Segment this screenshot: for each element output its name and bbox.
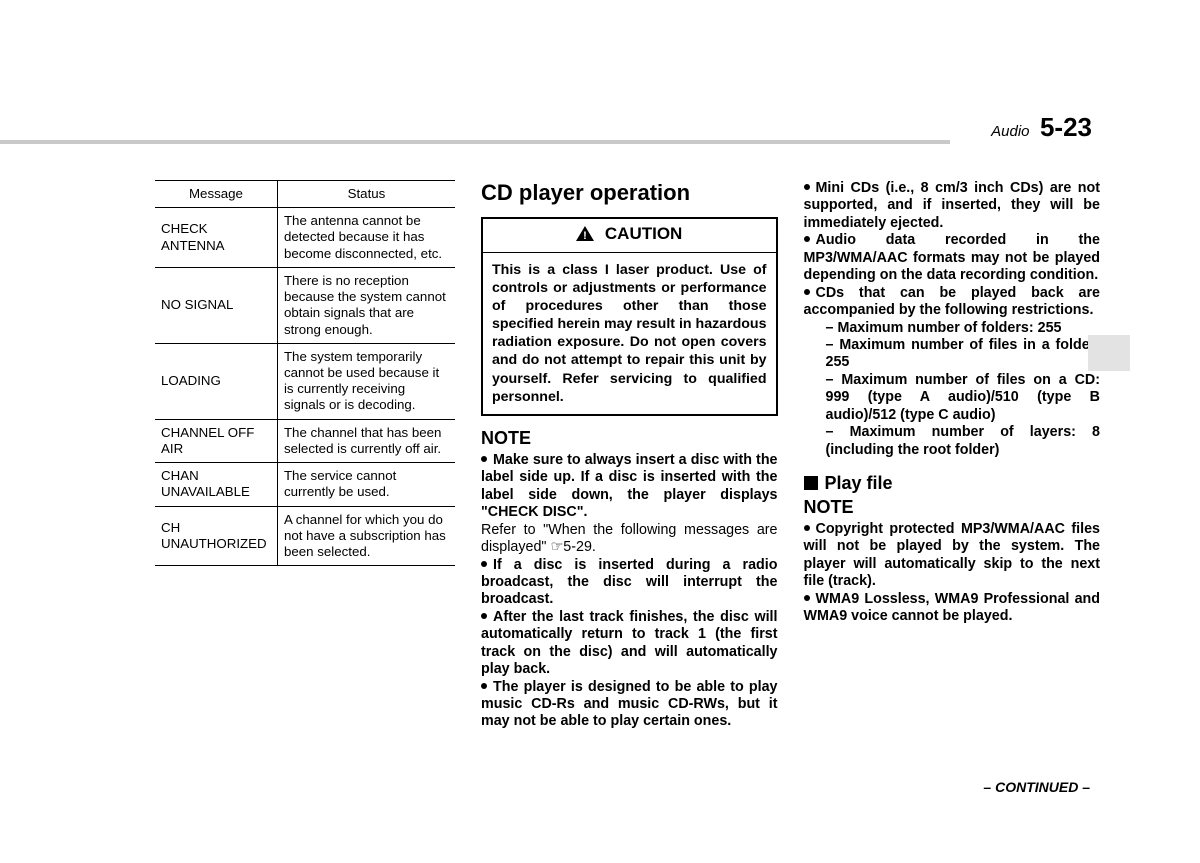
msg-cell: LOADING <box>155 343 277 419</box>
bullet-icon <box>804 525 810 531</box>
note-item: Make sure to always insert a disc with t… <box>481 452 778 520</box>
table-row: NO SIGNAL There is no reception because … <box>155 267 455 343</box>
sub-item: Maximum number of files in a folder: 255 <box>826 337 1101 370</box>
refer-line: Refer to "When the following messages ar… <box>481 522 778 557</box>
section-name: Audio <box>991 123 1029 140</box>
msg-cell: CHANNEL OFF AIR <box>155 419 277 462</box>
column-messages: Message Status CHECK ANTENNA The antenna… <box>155 180 455 731</box>
status-cell: A channel for which you do not have a su… <box>277 506 455 566</box>
bullet-icon <box>804 289 810 295</box>
caution-box: ! CAUTION This is a class I laser produc… <box>481 217 778 416</box>
note-item: After the last track finishes, the disc … <box>481 609 778 677</box>
square-icon <box>804 476 818 490</box>
sub-item: Maximum number of layers: 8 (including t… <box>826 424 1100 457</box>
caution-header: ! CAUTION <box>483 219 776 253</box>
page-header: Audio 5-23 <box>991 112 1092 143</box>
table-row: CHANNEL OFF AIR The channel that has bee… <box>155 419 455 462</box>
bullet-icon <box>481 613 487 619</box>
status-cell: There is no reception because the system… <box>277 267 455 343</box>
bullet-icon <box>804 184 810 190</box>
message-table: Message Status CHECK ANTENNA The antenna… <box>155 180 455 566</box>
status-cell: The antenna cannot be detected because i… <box>277 208 455 268</box>
warning-icon: ! <box>576 226 594 247</box>
continued-label: – CONTINUED – <box>983 779 1090 795</box>
msg-cell: CHAN UNAVAILABLE <box>155 463 277 506</box>
play-file-heading: Play file <box>804 473 1101 495</box>
table-row: CHAN UNAVAILABLE The service cannot curr… <box>155 463 455 506</box>
note-heading: NOTE <box>804 497 1101 519</box>
note-heading: NOTE <box>481 428 778 450</box>
note-item: If a disc is inserted during a radio bro… <box>481 557 778 608</box>
note-item: Copyright protected MP3/WMA/AAC files wi… <box>804 521 1101 589</box>
caution-label: CAUTION <box>605 224 682 243</box>
status-cell: The system temporarily cannot be used be… <box>277 343 455 419</box>
note-item: Audio data recorded in the MP3/WMA/AAC f… <box>804 232 1101 283</box>
content-columns: Message Status CHECK ANTENNA The antenna… <box>155 180 1100 731</box>
bullet-icon <box>481 456 487 462</box>
column-cd-operation: CD player operation ! CAUTION This is a … <box>481 180 778 731</box>
side-tab <box>1088 335 1130 371</box>
bullet-icon <box>804 595 810 601</box>
note-block: Make sure to always insert a disc with t… <box>481 452 778 731</box>
page-number: 5-23 <box>1040 112 1092 142</box>
table-row: CH UNAUTHORIZED A channel for which you … <box>155 506 455 566</box>
sub-item: Maximum number of files on a CD: 999 (ty… <box>826 372 1101 423</box>
xref-icon: ☞ <box>550 539 563 556</box>
page: Audio 5-23 Message Status CHECK ANTENNA … <box>0 0 1200 863</box>
table-header-message: Message <box>155 181 277 208</box>
note-item: WMA9 Lossless, WMA9 Professional and WMA… <box>804 591 1101 624</box>
note-block-cont: Mini CDs (i.e., 8 cm/3 inch CDs) are not… <box>804 180 1101 320</box>
table-row: CHECK ANTENNA The antenna cannot be dete… <box>155 208 455 268</box>
note-item: CDs that can be played back are accompan… <box>804 285 1101 318</box>
table-header-status: Status <box>277 181 455 208</box>
msg-cell: CHECK ANTENNA <box>155 208 277 268</box>
column-restrictions: Mini CDs (i.e., 8 cm/3 inch CDs) are not… <box>804 180 1101 731</box>
bullet-icon <box>804 236 810 242</box>
restriction-list: – Maximum number of folders: 255 – Maxim… <box>826 320 1101 460</box>
status-cell: The service cannot currently be used. <box>277 463 455 506</box>
note-item: Mini CDs (i.e., 8 cm/3 inch CDs) are not… <box>804 180 1101 231</box>
bullet-icon <box>481 683 487 689</box>
cd-player-heading: CD player operation <box>481 180 778 207</box>
bullet-icon <box>481 561 487 567</box>
status-cell: The channel that has been selected is cu… <box>277 419 455 462</box>
sub-item: Maximum number of folders: 255 <box>837 320 1061 336</box>
svg-text:!: ! <box>583 230 587 241</box>
note-item: The player is designed to be able to pla… <box>481 679 778 730</box>
msg-cell: NO SIGNAL <box>155 267 277 343</box>
table-row: LOADING The system temporarily cannot be… <box>155 343 455 419</box>
play-file-note: Copyright protected MP3/WMA/AAC files wi… <box>804 521 1101 626</box>
msg-cell: CH UNAUTHORIZED <box>155 506 277 566</box>
caution-body: This is a class I laser product. Use of … <box>483 253 776 414</box>
header-rule <box>0 140 950 144</box>
